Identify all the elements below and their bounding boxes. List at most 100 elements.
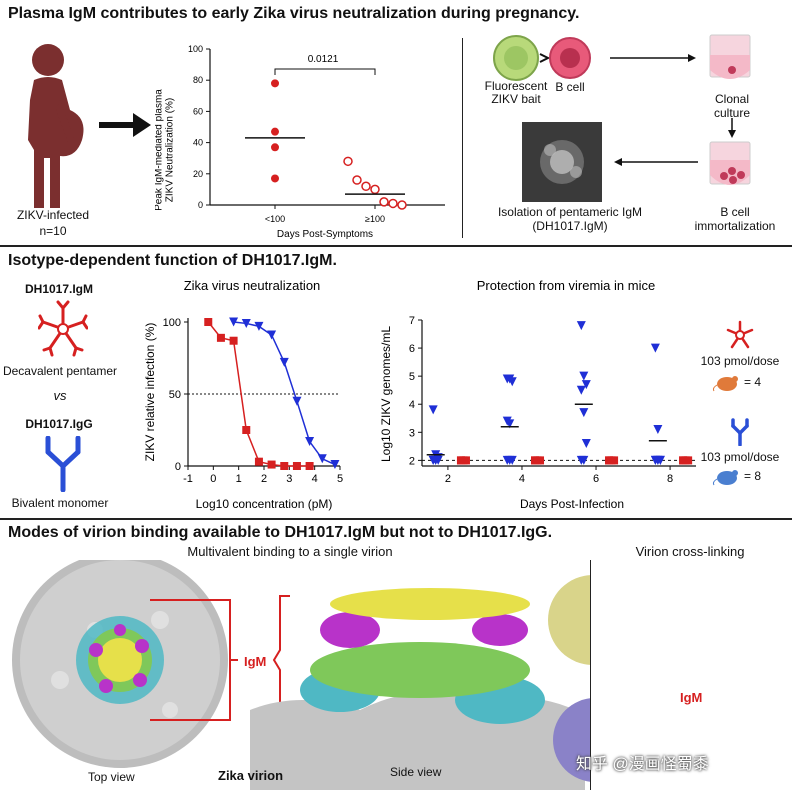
bcell-label: B cell [555,80,585,94]
arrow-right-icon [99,113,151,137]
chart2-point [254,321,264,331]
chart2-point [280,462,289,470]
chart3-xtick-label: 2 [445,473,451,485]
chart3-point [531,456,540,465]
igg-n: = 8 [744,469,762,483]
watermark: 知乎 @漫画怪蜀黍 [576,756,709,773]
igg-name: DH1017.IgG [25,417,93,431]
igg-legend-icon [731,418,749,446]
chart2-point [267,460,276,469]
viremia-protection-chart: Protection from viremia in mice Log10 ZI… [379,278,696,511]
chart1-ytick-label: 0 [198,200,203,210]
chart3-point [505,419,515,429]
neutralization-curve-chart: Zika virus neutralization ZIKV relative … [143,278,343,511]
chart1-point [397,200,407,210]
chart1-ytick-label: 80 [193,75,203,85]
chart1-point [271,143,279,152]
chart2-xtick-label: 5 [337,473,343,485]
igm-desc: Decavalent pentamer [2,364,118,378]
chart2-point [241,318,251,328]
top-view-label: Top view [88,770,135,784]
chart2-ytick-label: 100 [163,317,181,329]
panel3-divider [590,560,591,790]
chart2-ylabel: ZIKV relative infection (%) [143,323,157,462]
chart3-xlabel: Days Post-Infection [520,497,624,511]
igm-name: DH1017.IgM [24,282,94,296]
chart3-point [579,408,589,418]
chart3-point [456,456,465,465]
chart3-ytick-label: 5 [409,371,415,383]
chart2-point [330,460,340,470]
chart3-xtick-label: 4 [519,473,525,485]
chart2-point [317,454,327,464]
chart3-point [581,380,591,390]
chart3-point [507,377,517,387]
pregnant-woman-icon [28,44,84,208]
igm-neutralization-chart: Peak IgM-mediated plasmaZIKV Neutralizat… [155,44,445,240]
chart2-ytick-label: 0 [175,461,181,473]
crosslinked-virions [548,575,590,782]
chart2-point [242,426,251,434]
chart2-xtick-label: 0 [210,473,216,485]
chart3-point [461,456,470,465]
workflow-diagram [493,34,751,202]
chart1-xlabel: Days Post-Symptoms [277,229,373,240]
chart1-p-value: 0.0121 [308,54,339,65]
chart3-point [536,456,545,465]
chart2-point [305,437,315,447]
multivalent-label: Multivalent binding to a single virion [187,544,393,559]
crosslink-label: Virion cross-linking [635,544,745,559]
chart3-ytick-label: 6 [409,343,415,355]
mouse-icon-red [712,376,738,392]
chart3-point [605,456,614,465]
chart1-ytick-label: 20 [193,169,203,179]
igm-label-bracket: IgM [244,654,267,669]
subject-label: ZIKV-infected [16,208,90,222]
chart1-xtick-label: ≥100 [365,214,385,224]
igm-n: = 4 [744,375,762,389]
igm-pentamer-icon [38,300,88,357]
panel1-title: Plasma IgM contributes to early Zika vir… [8,5,580,22]
chart2-xlabel: Log10 concentration (pM) [196,497,333,511]
chart3-xtick-label: 6 [593,473,599,485]
vs-label: vs [53,388,67,403]
chart1-point [370,184,380,195]
immortalization-tube-icon [709,141,751,185]
chart3-point [653,455,663,465]
chart2-point [204,318,213,326]
chart3-point [650,343,660,353]
chart3-point [431,455,441,465]
chart1-ytick-label: 40 [193,138,203,148]
igg-desc: Bivalent monomer [11,496,109,510]
chart2-point [267,330,277,340]
chart1-point [271,127,279,136]
igg-monomer-icon [45,436,81,492]
clonal-culture-tube-icon [709,34,751,79]
chart1-ytick-label: 100 [188,44,203,54]
chart3-point [428,405,438,415]
igm-legend-icon [726,320,754,349]
igg-dose: 103 pmol/dose [700,450,780,464]
chart2-point [279,357,289,367]
chart1-point [352,175,362,185]
chart2-point [216,333,225,342]
chart3-ytick-label: 3 [409,427,415,439]
chart2-title: Zika virus neutralization [184,278,321,293]
mouse-icon-blue [712,470,738,486]
chart3-title: Protection from viremia in mice [477,278,655,293]
chart3-point [684,456,693,465]
igm-dose: 103 pmol/dose [700,354,780,368]
chart3-point [576,385,586,395]
chart3-point [653,425,663,434]
chart3-xtick-label: 8 [667,473,673,485]
chart1-point [343,156,353,167]
chart2-curve [233,321,336,466]
panel2-title: Isotype-dependent function of DH1017.IgM… [8,252,337,269]
chart3-point [679,456,688,465]
chart3-point [576,321,586,331]
side-view-label: Side view [390,765,442,779]
chart1-point [271,79,279,88]
chart3-point [505,455,515,465]
chart1-ytick-label: 60 [193,106,203,116]
chart3-point [579,371,589,381]
